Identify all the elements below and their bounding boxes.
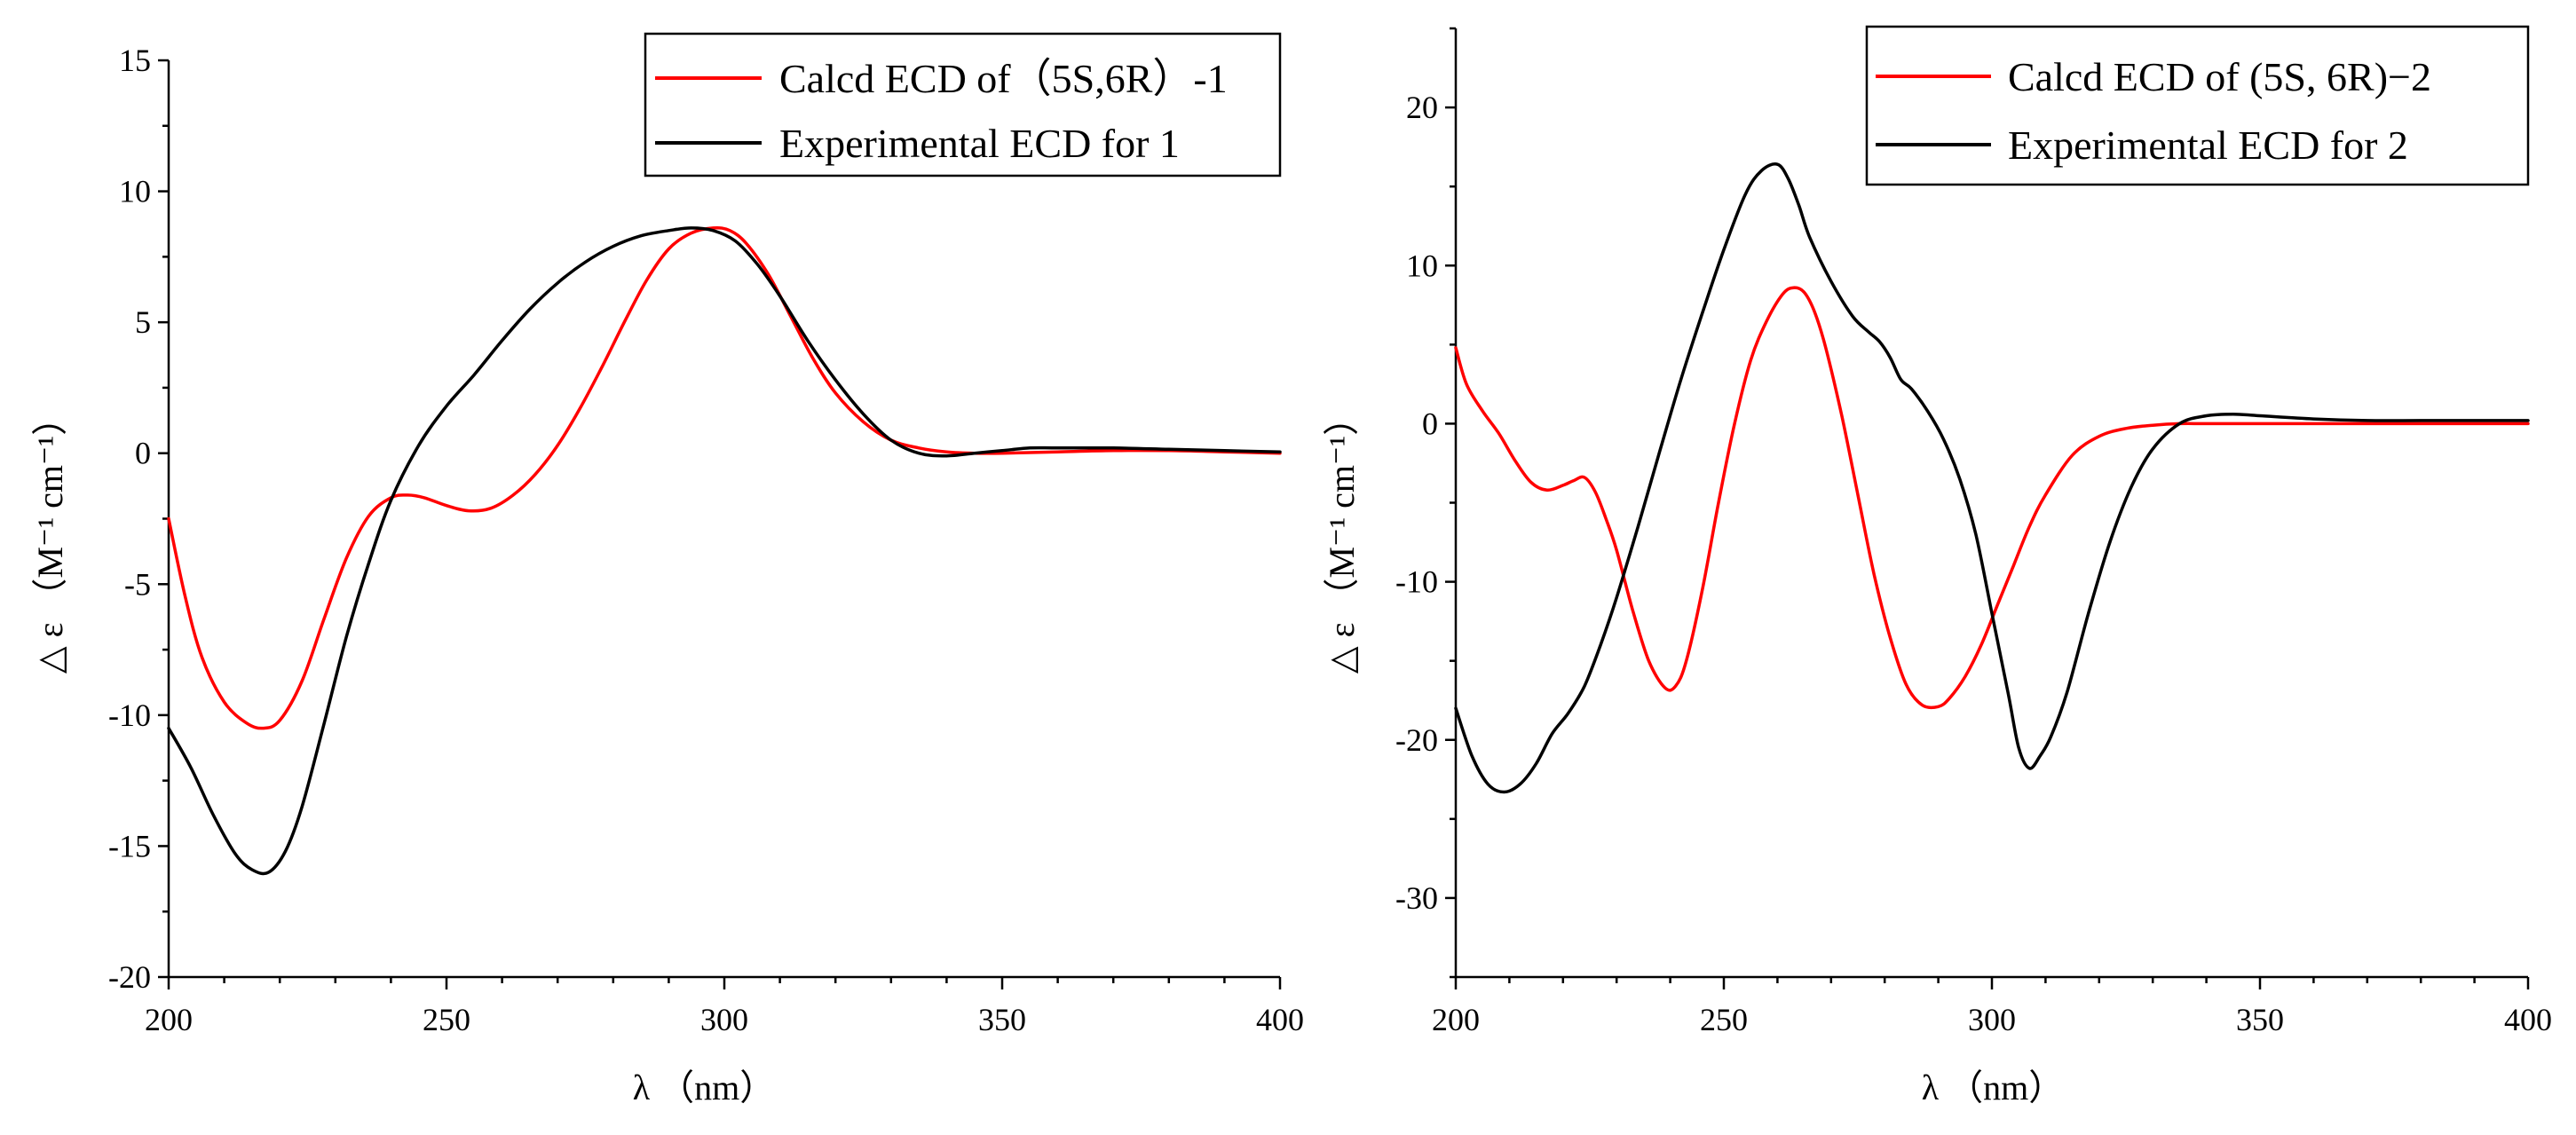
y-ticks-left: -20 -15 -10 -5 0 5 10 15 bbox=[108, 43, 169, 995]
y-tick-label-left-5: 5 bbox=[135, 304, 151, 340]
series-line-left-0 bbox=[167, 225, 1282, 730]
plot-area-left: -20 -15 -10 -5 0 5 10 15 200 250 300 350 400 bbox=[108, 43, 1304, 1037]
x-ticks-left: 200 250 300 350 400 bbox=[145, 977, 1304, 1037]
right-chart: -30 -20 -10 0 10 20 200 250 300 350 400 λ （nm） △ … bbox=[1322, 25, 2552, 1107]
x-tick-label-left-2: 300 bbox=[700, 1002, 748, 1037]
y-tick-label-left-1: -15 bbox=[108, 828, 151, 863]
series-line-right-0 bbox=[1454, 286, 2530, 710]
legend-label-calcd-1: Calcd ECD of（5S,6R）-1 bbox=[779, 56, 1228, 101]
plot-area-right: -30 -20 -10 0 10 20 200 250 300 350 400 bbox=[1395, 27, 2552, 1037]
x-tick-label-left-0: 200 bbox=[145, 1002, 193, 1037]
y-tick-label-left-6: 10 bbox=[119, 174, 151, 209]
x-axis-title-left: λ （nm） bbox=[633, 1068, 776, 1107]
series-line-left-1 bbox=[167, 226, 1282, 876]
y-tick-label-right-3: 0 bbox=[1422, 406, 1438, 441]
legend-box-right bbox=[1865, 25, 2530, 186]
y-axis-title-right: △ ε （M⁻¹ cm⁻¹） bbox=[1322, 400, 1362, 674]
y-tick-label-right-1: -20 bbox=[1395, 722, 1438, 758]
legend-label-exp-2: Experimental ECD for 2 bbox=[2008, 122, 2408, 168]
x-tick-label-right-3: 350 bbox=[2236, 1002, 2284, 1037]
y-axis-title-left: △ ε （M⁻¹ cm⁻¹） bbox=[30, 400, 70, 674]
legend-label-calcd-2: Calcd ECD of (5S, 6R)−2 bbox=[2008, 54, 2431, 99]
x-tick-label-right-4: 400 bbox=[2504, 1002, 2552, 1037]
axis-frame-left bbox=[167, 60, 1280, 979]
y-tick-label-left-4: 0 bbox=[135, 436, 151, 471]
x-tick-label-right-1: 250 bbox=[1700, 1002, 1748, 1037]
left-chart: -20 -15 -10 -5 0 5 10 15 200 250 300 350 400 λ （nm）… bbox=[30, 32, 1304, 1107]
y-tick-label-left-0: -20 bbox=[108, 959, 151, 995]
x-ticks-right: 200 250 300 350 400 bbox=[1432, 977, 2552, 1037]
legend-right: Calcd ECD of (5S, 6R)−2 Experimental ECD… bbox=[1865, 25, 2530, 186]
series-line-right-1 bbox=[1454, 162, 2530, 794]
y-tick-label-right-0: -30 bbox=[1395, 880, 1438, 916]
y-tick-label-right-2: -10 bbox=[1395, 564, 1438, 600]
legend-box-left bbox=[644, 32, 1282, 177]
legend-label-exp-1: Experimental ECD for 1 bbox=[779, 121, 1180, 166]
legend-left: Calcd ECD of（5S,6R）-1 Experimental ECD f… bbox=[644, 32, 1282, 177]
y-ticks-right: -30 -20 -10 0 10 20 bbox=[1395, 27, 1456, 979]
y-tick-label-left-7: 15 bbox=[119, 43, 151, 78]
y-tick-label-right-4: 10 bbox=[1406, 248, 1438, 283]
x-tick-label-left-3: 350 bbox=[978, 1002, 1026, 1037]
x-tick-label-left-4: 400 bbox=[1256, 1002, 1304, 1037]
y-tick-label-left-3: -5 bbox=[124, 566, 151, 602]
x-axis-title-right: λ （nm） bbox=[1922, 1068, 2065, 1107]
y-tick-label-right-5: 20 bbox=[1406, 90, 1438, 125]
x-tick-label-right-0: 200 bbox=[1432, 1002, 1480, 1037]
x-tick-label-right-2: 300 bbox=[1968, 1002, 2016, 1037]
series-group-left bbox=[167, 225, 1282, 876]
series-group-right bbox=[1454, 162, 2530, 794]
x-tick-label-left-1: 250 bbox=[423, 1002, 470, 1037]
y-tick-label-left-2: -10 bbox=[108, 698, 151, 733]
